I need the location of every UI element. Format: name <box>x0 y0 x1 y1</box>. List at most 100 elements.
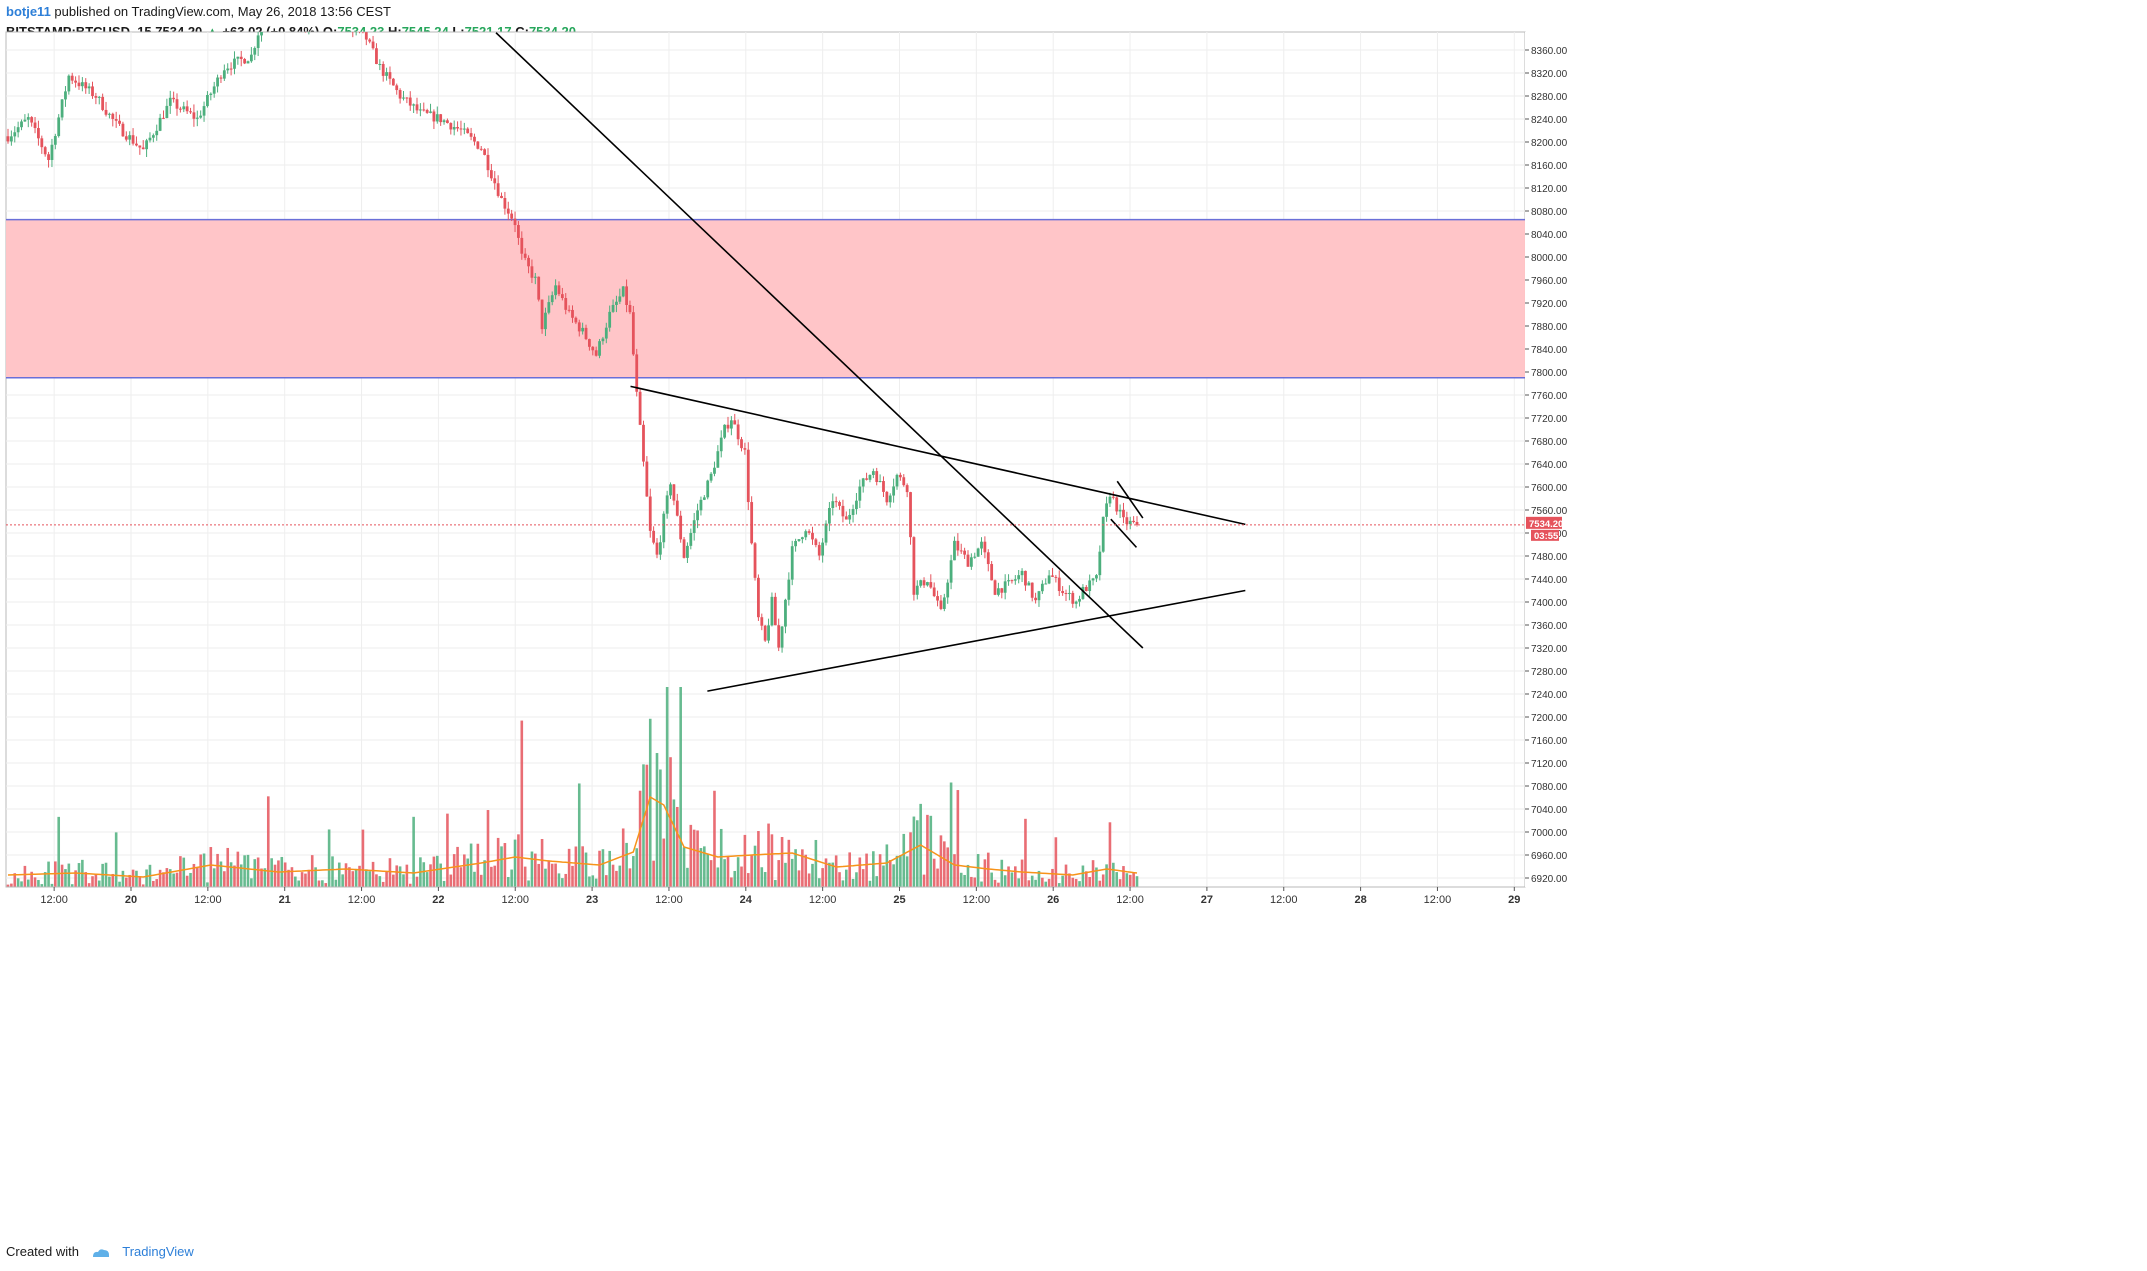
time-tick-label: 20 <box>125 894 137 906</box>
volume-bar <box>1051 868 1054 887</box>
volume-bar <box>125 877 128 887</box>
volume-bar <box>824 858 828 887</box>
volume-bar <box>834 855 838 887</box>
candle-body <box>882 481 885 492</box>
volume-bar <box>351 871 355 887</box>
volume-bar <box>997 882 1000 887</box>
volume-bar <box>152 880 155 887</box>
volume-bar <box>466 858 470 887</box>
volume-bar <box>371 861 375 887</box>
candle-body <box>364 32 368 40</box>
candle-body <box>679 515 683 540</box>
volume-bar <box>243 855 246 887</box>
candle-body <box>260 32 263 36</box>
candle-body <box>473 136 476 142</box>
volume-bar <box>473 871 476 887</box>
candle-body <box>439 114 443 123</box>
price-tick-label: 8000.00 <box>1531 253 1568 264</box>
volume-bar <box>861 869 865 887</box>
candle-body <box>67 75 71 92</box>
candle-body <box>909 492 912 538</box>
volume-bar <box>875 876 879 887</box>
volume-bar <box>263 868 267 887</box>
candle-body <box>922 580 926 586</box>
candle-body <box>13 132 17 137</box>
candle-body <box>997 588 1000 595</box>
volume-bar <box>571 865 574 887</box>
volume-bar <box>611 864 615 887</box>
volume-bar <box>469 843 473 887</box>
volume-bar <box>966 864 970 887</box>
volume-bar <box>358 865 361 887</box>
volume-bar <box>912 816 916 887</box>
current-price-tag <box>1526 516 1562 529</box>
volume-bar <box>1125 873 1129 887</box>
time-axis[interactable] <box>6 887 1525 913</box>
volume-bar <box>162 872 165 887</box>
candle-body <box>689 532 693 546</box>
volume-bar <box>429 864 432 887</box>
volume-bar <box>1061 875 1064 887</box>
candle-body <box>287 9 290 17</box>
volume-bar <box>344 863 348 887</box>
volume-bar <box>273 864 277 887</box>
candle-body <box>926 582 929 586</box>
volume-bar <box>94 873 98 887</box>
tradingview-link[interactable]: TradingView <box>122 1244 194 1259</box>
candle-body <box>963 550 967 555</box>
candle-body <box>885 491 889 503</box>
candle-body <box>655 542 659 555</box>
volume-bar <box>696 830 699 887</box>
price-tick-label: 7800.00 <box>1531 368 1568 379</box>
volume-bar <box>321 880 324 887</box>
candle-body <box>84 82 88 89</box>
volume-bar <box>618 865 622 887</box>
volume-bar <box>939 835 943 887</box>
volume-bar <box>212 868 216 887</box>
candle-body <box>418 109 422 111</box>
author-link[interactable]: botje11 <box>6 4 51 19</box>
volume-bar <box>1091 860 1095 887</box>
volume-bar <box>74 870 77 887</box>
candle-body <box>584 327 588 340</box>
volume-bar <box>392 874 395 887</box>
candle-body <box>148 137 152 141</box>
volume-bar <box>118 881 121 887</box>
volume-bar <box>202 853 206 887</box>
candle-body <box>192 112 196 119</box>
volume-bar <box>327 829 331 887</box>
volume-bar <box>1044 881 1048 887</box>
resistance-zone[interactable] <box>6 219 1525 378</box>
candle-body <box>956 540 960 551</box>
candle-body <box>500 195 503 199</box>
candle-body <box>442 120 446 123</box>
volume-bar <box>632 856 635 887</box>
candle-body <box>233 58 236 69</box>
volume-bar <box>986 852 990 887</box>
candle-body <box>895 474 899 487</box>
candle-body <box>571 309 574 318</box>
volume-bar <box>672 799 676 887</box>
price-axis[interactable] <box>1525 32 1565 887</box>
candle-body <box>729 420 733 429</box>
candle-body <box>865 478 868 480</box>
candle-body <box>57 117 61 137</box>
volume-bar <box>486 810 490 887</box>
volume-bar <box>963 874 966 887</box>
volume-bar <box>206 882 209 887</box>
candle-body <box>6 136 10 142</box>
candle-body <box>530 266 534 278</box>
candle-body <box>345 23 348 25</box>
volume-ma-line <box>7 795 1138 878</box>
candle-body <box>1037 591 1041 601</box>
volume-bar <box>1034 879 1037 887</box>
candle-body <box>435 114 439 122</box>
publish-info: botje11 published on TradingView.com, Ma… <box>6 2 576 22</box>
candle-body <box>1040 583 1044 592</box>
candle-body <box>949 560 953 583</box>
volume-bar <box>30 871 33 887</box>
candle-body <box>91 86 94 97</box>
volume-bar <box>804 854 808 887</box>
time-tick-label: 28 <box>1354 894 1366 906</box>
